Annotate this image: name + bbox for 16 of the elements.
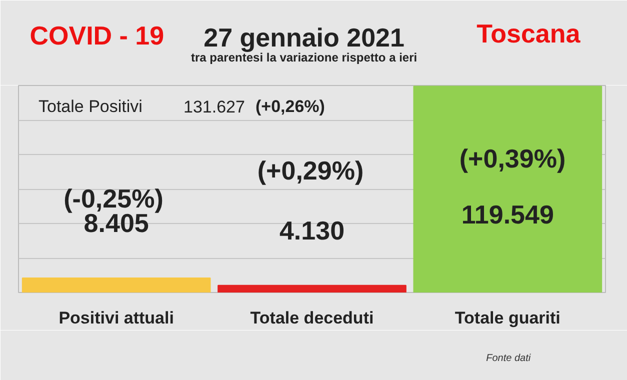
data-label: 119.549 xyxy=(461,199,554,230)
x-tick-label: Positivi attuali xyxy=(58,308,174,328)
text: Toscana xyxy=(476,18,581,48)
annotation: (+0,29%) xyxy=(257,156,364,186)
annotation: (+0,39%) xyxy=(459,144,566,174)
chart-title: 27 gennaio 2021 xyxy=(204,22,404,52)
chart-subtitle: tra parentesi la variazione rispetto a ieri xyxy=(190,50,418,64)
text: COVID - 19 xyxy=(30,20,164,50)
annotation: (+0,26%) xyxy=(256,97,325,116)
source-note: Fonte dati xyxy=(486,353,532,364)
annotation: 131.627 xyxy=(184,98,245,116)
data-label: 4.130 xyxy=(279,215,345,246)
x-tick-label: Totale deceduti xyxy=(250,308,374,328)
annotation: Totale Positivi xyxy=(38,97,142,116)
annotation: (-0,25%) xyxy=(64,184,164,214)
x-tick-label: Totale guariti xyxy=(454,308,560,328)
